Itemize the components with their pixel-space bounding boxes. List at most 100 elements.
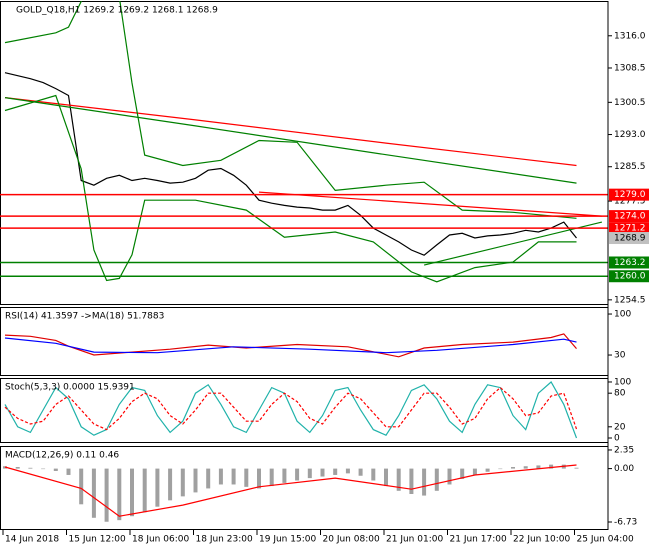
- bar: [396, 468, 401, 491]
- level-box: [609, 222, 649, 235]
- x-tick-label: 25 Jun 04:00: [577, 535, 634, 545]
- bar: [460, 468, 465, 479]
- x-tick-label: 18 Jun 23:00: [196, 535, 253, 545]
- series-line: [4, 337, 577, 354]
- level-box: [609, 188, 649, 201]
- series-line: [258, 191, 602, 217]
- y-tick-label: 100: [614, 310, 631, 320]
- series-line: [4, 381, 578, 439]
- x-tick-label: 18 Jun 06:00: [132, 535, 189, 545]
- bar: [358, 468, 363, 476]
- level-box: [609, 256, 649, 269]
- level-label: 1260.0: [614, 272, 646, 282]
- bar: [193, 468, 198, 493]
- bar: [472, 468, 477, 475]
- bar: [41, 468, 46, 470]
- bar: [485, 468, 490, 472]
- plot: [3, 464, 579, 522]
- bar: [244, 468, 249, 487]
- series-line: [4, 97, 577, 167]
- y-tick-label: 0: [614, 434, 620, 444]
- bar: [117, 468, 122, 521]
- panel-title: RSI(14) 41.3597 ->MA(18) 51.7883: [5, 312, 164, 322]
- y-tick-label: 20: [614, 422, 626, 432]
- bar: [307, 468, 312, 479]
- bar: [269, 468, 274, 487]
- x-tick-label: 21 Jun 01:00: [386, 535, 443, 545]
- x-tick-label: 20 Jun 08:00: [323, 535, 380, 545]
- y-tick-label: -6.73: [614, 517, 637, 527]
- bar: [130, 468, 134, 517]
- bar: [409, 468, 414, 494]
- y-tick-label: 1254.5: [614, 295, 646, 305]
- bar: [155, 468, 160, 507]
- bar: [523, 466, 528, 469]
- x-tick-label: 21 Jun 17:00: [450, 535, 507, 545]
- bar: [282, 468, 287, 483]
- level-box: [609, 210, 649, 223]
- bar: [511, 467, 515, 469]
- y-tick-label: 1316.0: [614, 31, 646, 41]
- y-tick-label: 1300.5: [614, 98, 646, 108]
- series-line: [423, 221, 603, 266]
- series-line: [4, 464, 577, 517]
- y-tick-label: 100: [614, 377, 631, 387]
- y-tick-label: 1293.0: [614, 130, 646, 140]
- bar: [66, 468, 71, 475]
- bar: [345, 468, 350, 474]
- bar: [257, 468, 261, 489]
- bar: [320, 468, 325, 477]
- plot: [4, 333, 577, 358]
- x-tick-label: 22 Jun 10:00: [513, 535, 570, 545]
- bar: [180, 468, 185, 497]
- last-price-label: 1268.9: [614, 234, 646, 244]
- bar: [295, 468, 300, 481]
- y-tick-label: 2.35: [614, 445, 634, 455]
- level-label: 1279.0: [614, 190, 646, 200]
- y-tick-label: 0.00: [614, 464, 634, 474]
- bar: [28, 467, 33, 469]
- y-tick-label: 30: [614, 351, 626, 361]
- series-line: [4, 1, 577, 219]
- bar: [15, 467, 20, 469]
- series-line: [4, 386, 578, 431]
- bar: [91, 468, 96, 518]
- bar: [536, 465, 541, 469]
- y-tick-label: 80: [614, 389, 626, 399]
- bar: [574, 467, 579, 469]
- x-tick-label: 19 Jun 15:00: [259, 535, 316, 545]
- level-label: 1271.2: [614, 224, 646, 234]
- bar: [422, 468, 427, 496]
- bar: [206, 468, 211, 489]
- last-price-box: [609, 232, 649, 245]
- bar: [333, 468, 338, 475]
- bar: [104, 468, 109, 522]
- panel-title: GOLD_Q18,H1 1269.2 1269.2 1268.1 1268.9: [16, 6, 218, 16]
- panel-title: MACD(12,26,9) 0.11 0.46: [5, 451, 119, 461]
- level-box: [609, 270, 649, 283]
- bar: [447, 468, 452, 485]
- bar: [434, 468, 439, 491]
- x-tick-label: 14 Jun 2018: [5, 535, 59, 545]
- bar: [371, 468, 376, 481]
- series-line: [4, 94, 577, 283]
- bar: [142, 468, 147, 513]
- y-tick-label: 1277.5: [614, 197, 646, 207]
- plot: [4, 1, 603, 283]
- plot: [4, 381, 578, 439]
- series-line: [4, 97, 577, 184]
- bar: [218, 468, 223, 485]
- level-label: 1274.0: [614, 212, 646, 222]
- bar: [384, 468, 388, 487]
- bar: [79, 468, 84, 505]
- x-tick-label: 15 Jun 12:00: [69, 535, 126, 545]
- y-tick-label: 1285.5: [614, 162, 646, 172]
- level-label: 1263.2: [614, 258, 646, 268]
- bar: [168, 468, 173, 501]
- series-line: [4, 72, 577, 256]
- bar: [498, 468, 503, 470]
- bar: [549, 464, 554, 469]
